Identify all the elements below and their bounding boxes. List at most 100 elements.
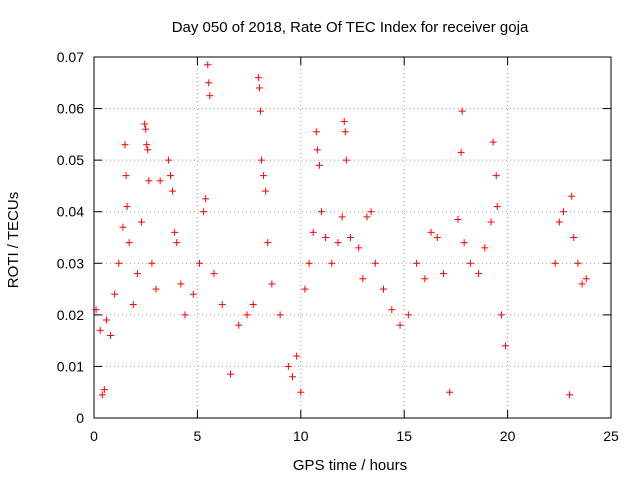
chart-title: Day 050 of 2018, Rate Of TEC Index for r… bbox=[172, 19, 529, 36]
data-point bbox=[195, 259, 203, 267]
data-point bbox=[487, 218, 495, 226]
y-tick-label: 0.03 bbox=[57, 255, 84, 271]
data-point bbox=[328, 259, 336, 267]
data-point bbox=[489, 138, 497, 146]
y-tick-label: 0.06 bbox=[57, 101, 84, 117]
data-point bbox=[475, 270, 483, 278]
data-point bbox=[125, 239, 133, 247]
data-point bbox=[313, 146, 321, 154]
data-point bbox=[492, 172, 500, 180]
data-point bbox=[322, 234, 330, 241]
y-tick-label: 0 bbox=[76, 410, 84, 426]
data-point bbox=[566, 391, 574, 399]
data-point bbox=[481, 244, 489, 252]
data-point bbox=[205, 79, 213, 87]
data-point bbox=[142, 125, 150, 133]
data-point bbox=[210, 270, 218, 278]
data-point bbox=[264, 239, 272, 247]
data-point bbox=[578, 280, 586, 288]
data-point bbox=[169, 187, 177, 195]
data-point bbox=[317, 208, 325, 216]
data-point bbox=[258, 156, 266, 164]
data-point bbox=[427, 228, 435, 236]
data-point bbox=[363, 213, 371, 221]
data-point bbox=[115, 259, 123, 267]
data-point bbox=[289, 373, 297, 381]
data-point bbox=[177, 280, 185, 288]
data-point bbox=[249, 301, 257, 309]
data-point bbox=[143, 141, 151, 149]
data-point bbox=[497, 311, 505, 319]
data-point bbox=[346, 234, 354, 241]
x-tick-label: 20 bbox=[500, 428, 516, 444]
data-point bbox=[181, 311, 189, 319]
y-tick-label: 0.02 bbox=[57, 307, 84, 323]
data-point bbox=[129, 301, 137, 309]
x-tick-label: 25 bbox=[603, 428, 619, 444]
data-point bbox=[107, 331, 115, 339]
data-point bbox=[156, 177, 164, 185]
x-tick-label: 10 bbox=[293, 428, 309, 444]
x-tick-label: 5 bbox=[194, 428, 202, 444]
data-point bbox=[301, 285, 309, 293]
data-point bbox=[559, 208, 567, 216]
data-point bbox=[568, 192, 576, 200]
data-point bbox=[111, 290, 119, 298]
data-point bbox=[123, 203, 131, 211]
data-point bbox=[102, 316, 110, 324]
data-point bbox=[276, 311, 284, 319]
data-point bbox=[555, 218, 563, 226]
data-point bbox=[433, 234, 441, 241]
data-point bbox=[218, 301, 226, 309]
data-point bbox=[457, 148, 465, 156]
data-point bbox=[458, 107, 466, 115]
data-point bbox=[380, 285, 388, 293]
data-point bbox=[371, 259, 379, 267]
data-point bbox=[255, 84, 263, 92]
data-point bbox=[256, 107, 264, 115]
data-point bbox=[355, 244, 363, 252]
data-point bbox=[439, 270, 447, 278]
data-point bbox=[254, 74, 262, 82]
y-tick-label: 0.07 bbox=[57, 49, 84, 65]
data-point bbox=[446, 388, 454, 396]
data-point bbox=[243, 311, 251, 319]
data-point bbox=[340, 117, 348, 125]
data-point bbox=[204, 61, 212, 69]
data-point bbox=[284, 362, 292, 370]
data-point bbox=[141, 120, 149, 128]
data-point bbox=[312, 128, 320, 136]
data-point bbox=[100, 386, 108, 394]
y-tick-label: 0.04 bbox=[57, 204, 84, 220]
y-axis-label: ROTI / TECUs bbox=[5, 192, 22, 288]
data-point bbox=[133, 270, 141, 278]
grid bbox=[94, 57, 611, 418]
data-point bbox=[200, 208, 208, 216]
data-point bbox=[262, 187, 270, 195]
data-point bbox=[119, 223, 127, 231]
x-axis-label: GPS time / hours bbox=[293, 457, 407, 474]
data-point bbox=[342, 156, 350, 164]
data-point bbox=[454, 215, 462, 223]
data-point bbox=[164, 156, 172, 164]
data-point bbox=[145, 177, 153, 185]
data-point bbox=[167, 172, 175, 180]
data-point bbox=[493, 203, 501, 211]
data-point bbox=[226, 370, 234, 378]
y-tick-label: 0.05 bbox=[57, 152, 84, 168]
data-point bbox=[235, 321, 243, 329]
data-point bbox=[144, 146, 152, 154]
data-point bbox=[404, 311, 412, 319]
data-point bbox=[206, 92, 214, 100]
data-point bbox=[367, 208, 375, 216]
data-point bbox=[421, 275, 429, 283]
data-point bbox=[413, 259, 421, 267]
data-point bbox=[152, 285, 160, 293]
data-point bbox=[173, 239, 181, 247]
data-point bbox=[293, 352, 301, 360]
data-point bbox=[396, 321, 404, 329]
y-tick-label: 0.01 bbox=[57, 358, 84, 374]
data-point bbox=[171, 228, 179, 236]
